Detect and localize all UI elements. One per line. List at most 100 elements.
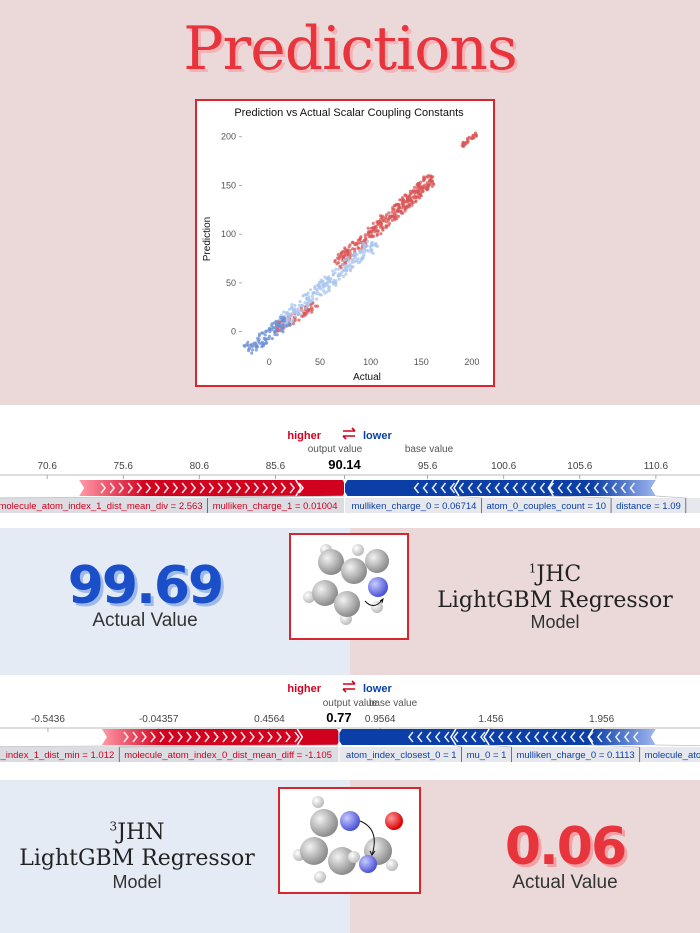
scatter-point (319, 293, 323, 297)
scatter-point (254, 348, 258, 352)
base-value-label: base value (405, 444, 454, 455)
axis-tick-label: 1.956 (589, 714, 614, 725)
scatter-point (393, 215, 397, 220)
axis-tick-label: 75.6 (114, 461, 134, 472)
scatter-point (263, 337, 267, 341)
scatter-point (376, 229, 380, 233)
scatter-point (397, 205, 401, 210)
scatter-point (387, 221, 391, 225)
scatter-point (353, 260, 357, 264)
scatter-point (271, 326, 275, 330)
force-plot-bar (101, 728, 656, 746)
output-value-label: output value (323, 698, 378, 709)
scatter-point (398, 198, 402, 202)
scatter-point (321, 289, 326, 293)
scatter-point (343, 268, 347, 272)
scatter-point (389, 215, 393, 219)
scatter-point (370, 235, 374, 239)
scatter-point (293, 318, 297, 322)
scatter-point (380, 215, 384, 219)
scatter-point (336, 256, 340, 260)
scatter-point (384, 215, 388, 219)
scatter-point (346, 253, 350, 257)
scatter-point (262, 341, 266, 346)
output-value: 0.77 (326, 710, 351, 725)
scatter-point (362, 246, 366, 251)
lower-label: lower (363, 683, 392, 695)
scatter-point (346, 265, 350, 269)
scatter-point (369, 250, 373, 254)
scatter-point (400, 202, 404, 206)
axis-tick-label: -0.5436 (31, 714, 65, 725)
output-value-label: output value (308, 444, 363, 455)
scatter-point (347, 259, 351, 263)
scatter-point (359, 258, 363, 262)
y-tick-label: 150 (221, 180, 236, 190)
scatter-point (297, 318, 301, 322)
scatter-point (337, 267, 341, 271)
scatter-point (416, 192, 420, 196)
scatter-point (282, 310, 286, 314)
scatter-point (293, 303, 297, 307)
force-plot-1: higher lower output value base value 70.… (0, 405, 700, 528)
scatter-point (469, 136, 473, 140)
scatter-point (415, 195, 419, 199)
model-name: LightGBM Regressor (19, 846, 255, 872)
axis-tick-label: 85.6 (266, 461, 286, 472)
scatter-point (246, 340, 250, 344)
scatter-point (331, 273, 335, 277)
scatter-point (373, 242, 377, 246)
scatter-point (370, 241, 374, 246)
scatter-point (297, 303, 302, 308)
scatter-point (298, 312, 302, 316)
scatter-point (385, 220, 389, 224)
scatter-point (288, 323, 292, 327)
scatter-point (260, 331, 264, 335)
scatter-point (384, 225, 388, 230)
result-panel-1: 99.69 Actual Value 1JHC LightGBM Regres (0, 528, 700, 675)
scatter-point (471, 133, 475, 137)
scatter-point (432, 182, 436, 186)
scatter-point (317, 283, 321, 287)
scatter-point (300, 304, 304, 308)
scatter-point (411, 195, 415, 199)
scatter-point (277, 323, 281, 327)
scatter-point (317, 292, 321, 296)
swap-arrows-icon (342, 427, 356, 440)
feature-label: molecule_atom_index_0_dist_max (645, 750, 700, 761)
chart-title: Prediction vs Actual Scalar Coupling Con… (234, 107, 464, 119)
feature-labels: molecule_atom_index_0_dist_mean_diff = -… (0, 729, 700, 762)
scatter-point (325, 290, 329, 294)
scatter-point (371, 221, 375, 225)
scatter-point (263, 333, 267, 337)
scatter-point (407, 194, 411, 198)
scatter-point (300, 309, 304, 313)
scatter-point (294, 309, 299, 313)
scatter-point (315, 289, 319, 293)
scatter-point (281, 324, 285, 328)
model-title: 3JHN LightGBM Regressor (12, 814, 262, 872)
scatter-point (290, 305, 294, 309)
scatter-point (304, 306, 308, 310)
scatter-chart-frame: Prediction vs Actual Scalar Coupling Con… (195, 99, 495, 387)
scatter-point (323, 275, 327, 279)
scatter-point (428, 178, 432, 183)
scatter-point (354, 242, 358, 246)
model-name: LightGBM Regressor (437, 588, 673, 614)
scatter-point (311, 297, 315, 301)
result-panel-2: 3JHN LightGBM Regressor Model (0, 780, 700, 933)
scatter-point (348, 249, 352, 253)
feature-label: atom_index_closest_0 = 1 (346, 750, 457, 761)
scatter-point (368, 245, 372, 249)
feature-label: mu_0 = 1 (467, 750, 507, 761)
base-value-label: base value (369, 698, 418, 709)
scatter-point (334, 279, 338, 283)
negative-contribution-bar (336, 729, 656, 745)
scatter-point (461, 140, 465, 144)
axis-tick-label: 80.6 (190, 461, 210, 472)
y-tick-label: 100 (221, 229, 236, 239)
scatter-point (314, 304, 318, 308)
axis-tick-label: -0.04357 (139, 714, 179, 725)
lower-label: lower (363, 430, 392, 442)
model-title: 1JHC LightGBM Regressor (430, 556, 680, 614)
